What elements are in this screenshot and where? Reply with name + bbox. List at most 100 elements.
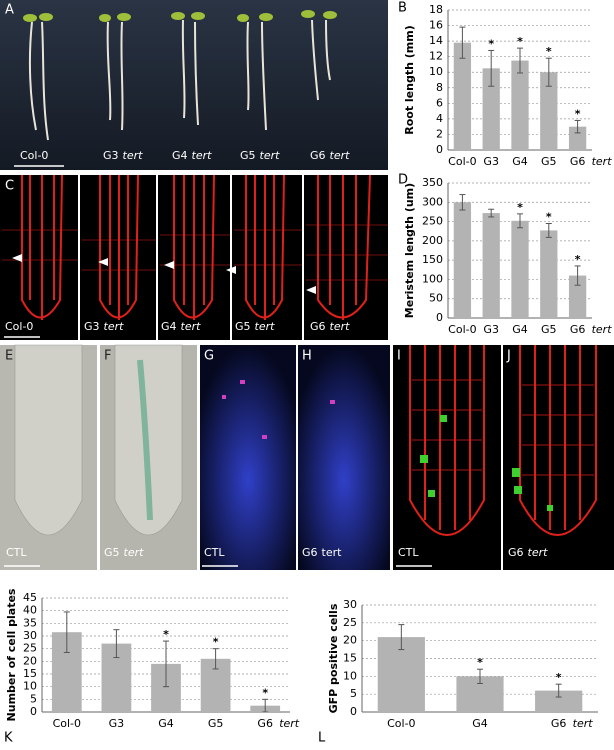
- y-tick-label: 14: [429, 34, 443, 47]
- y-tick-label: 2: [436, 127, 443, 140]
- error-bar: [545, 57, 552, 87]
- category-suffix: tert: [592, 323, 613, 336]
- y-tick-label: 8: [436, 81, 443, 94]
- panel-letter: I: [397, 349, 401, 364]
- bar: [482, 213, 500, 318]
- arrowheads: [12, 254, 316, 294]
- y-tick-label: 5: [350, 687, 357, 700]
- error-bar: [574, 119, 581, 134]
- x-tick-label: G6: [257, 717, 273, 730]
- caption: G5 tert: [240, 149, 280, 162]
- caption: G4 tert: [172, 149, 212, 162]
- y-tick-label: 10: [23, 680, 37, 693]
- photo-c: [0, 174, 388, 340]
- caption: G5 tert: [235, 320, 275, 333]
- x-tick-label: G4: [512, 155, 528, 168]
- y-tick-label: 10: [343, 669, 357, 682]
- y-tick-label: 10: [429, 65, 443, 78]
- x-tick-label: G4: [472, 717, 488, 730]
- caption: G6 tert: [310, 320, 350, 333]
- error-bar: [459, 194, 466, 211]
- error-bar: [545, 223, 552, 238]
- x-tick-label: Col-0: [387, 717, 415, 730]
- panel-letter: B: [398, 1, 407, 16]
- significance-marker: *: [546, 211, 552, 224]
- significance-marker: *: [517, 35, 523, 48]
- y-tick-label: 0: [350, 705, 357, 718]
- x-tick-label: G6: [570, 323, 586, 336]
- y-tick-label: 45: [23, 591, 37, 604]
- panel-letter: K: [4, 731, 13, 746]
- y-tick-label: 40: [23, 604, 37, 617]
- caption: G3 tert: [103, 149, 143, 162]
- bar: [568, 126, 587, 150]
- bar: [540, 230, 558, 318]
- x-tick-label: G3: [109, 717, 125, 730]
- error-bar: [63, 611, 70, 653]
- bar: [453, 202, 472, 318]
- caption: G6 tert: [508, 546, 548, 559]
- significance-marker: *: [575, 107, 581, 120]
- y-tick-label: 0: [436, 143, 443, 156]
- y-axis-label: GFP positive cells: [327, 603, 340, 713]
- y-tick-label: 100: [422, 272, 443, 285]
- y-tick-label: 250: [422, 215, 443, 228]
- y-tick-label: 15: [23, 667, 37, 680]
- caption: G4 tert: [161, 320, 201, 333]
- panel-letter: C: [5, 179, 14, 194]
- x-tick-label: G5: [208, 717, 224, 730]
- significance-marker: *: [546, 45, 552, 58]
- caption: Col-0: [20, 149, 48, 162]
- caption: G6 tert: [302, 546, 342, 559]
- caption: CTL: [204, 546, 225, 559]
- error-bar: [398, 624, 405, 651]
- significance-marker: *: [575, 253, 581, 266]
- significance-marker: *: [556, 671, 562, 684]
- bar: [568, 275, 587, 318]
- y-tick-label: 35: [23, 616, 37, 629]
- bar: [535, 690, 583, 712]
- y-tick-label: 200: [422, 234, 443, 247]
- y-tick-label: 350: [422, 176, 443, 189]
- x-tick-label: G6: [551, 717, 567, 730]
- error-bar: [262, 698, 269, 713]
- caption: CTL: [6, 546, 27, 559]
- caption: G5 tert: [104, 546, 144, 559]
- y-tick-label: 25: [23, 642, 37, 655]
- y-tick-label: 30: [23, 629, 37, 642]
- x-tick-label: G3: [483, 323, 499, 336]
- x-tick-label: Col-0: [53, 717, 81, 730]
- caption: Col-0: [5, 320, 33, 333]
- panel-letter: H: [302, 349, 312, 364]
- error-bar: [574, 265, 581, 286]
- significance-marker: *: [517, 201, 523, 214]
- bar: [511, 60, 529, 150]
- y-tick-label: 6: [436, 96, 443, 109]
- caption: G3 tert: [84, 320, 124, 333]
- y-tick-label: 5: [30, 692, 37, 705]
- y-tick-label: 50: [429, 292, 443, 305]
- category-suffix: tert: [279, 717, 300, 730]
- y-tick-label: 15: [343, 652, 357, 665]
- caption: CTL: [398, 546, 419, 559]
- panel-letter: G: [204, 349, 214, 364]
- x-tick-label: Col-0: [448, 323, 476, 336]
- y-tick-label: 300: [422, 195, 443, 208]
- error-bar: [477, 668, 483, 684]
- error-bar: [459, 26, 466, 59]
- x-tick-label: Col-0: [448, 155, 476, 168]
- error-bar: [517, 213, 523, 229]
- y-tick-label: 12: [429, 50, 443, 63]
- caption: G6 tert: [310, 149, 350, 162]
- y-tick-label: 25: [343, 616, 357, 629]
- panel-letter: E: [5, 349, 13, 364]
- y-tick-label: 18: [429, 3, 443, 16]
- error-bar: [163, 640, 169, 688]
- panel-letter: A: [5, 3, 14, 18]
- y-tick-label: 20: [343, 634, 357, 647]
- significance-marker: *: [262, 686, 268, 699]
- x-tick-label: G4: [512, 323, 528, 336]
- x-tick-label: G4: [158, 717, 174, 730]
